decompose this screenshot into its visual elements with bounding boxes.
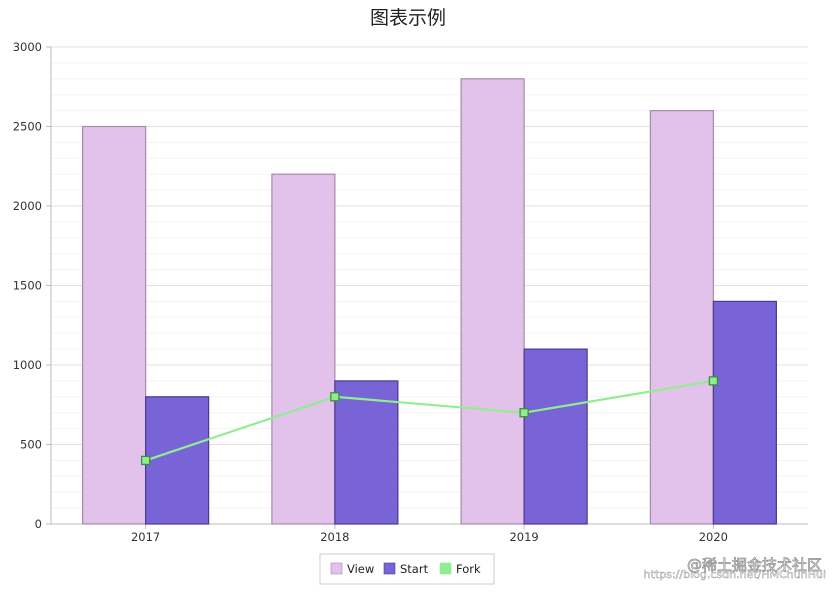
y-tick-label: 3000	[13, 40, 42, 54]
bars	[82, 78, 777, 525]
point-fork	[140, 455, 151, 466]
bar-start	[334, 380, 399, 525]
legend-box	[319, 553, 495, 585]
x-axis: 2017 2018 2019 2020	[51, 523, 808, 544]
y-tick-label: 2000	[13, 199, 42, 213]
legend-label-view: View	[347, 562, 374, 576]
y-tick-label: 0	[35, 517, 42, 531]
y-axis: 0 500 1000 1500 2000 2500 3000	[13, 40, 52, 531]
point-fork	[519, 408, 529, 418]
x-tick-label: 2020	[699, 530, 728, 544]
legend-swatch-start	[383, 562, 396, 575]
y-tick-label: 1000	[13, 358, 42, 372]
y-tick-label: 2500	[13, 120, 42, 134]
bar-start	[712, 300, 777, 525]
legend: View Start Fork	[319, 553, 495, 585]
x-tick-label: 2019	[509, 530, 538, 544]
x-tick-label: 2018	[320, 530, 349, 544]
bar-view	[460, 78, 525, 525]
x-tick-label: 2017	[131, 530, 160, 544]
bar-view	[271, 173, 336, 525]
bar-view	[649, 109, 714, 525]
legend-swatch-view	[330, 562, 343, 575]
chart-title: 图表示例	[370, 7, 446, 29]
watermark-text: @稀土掘金技术社区	[687, 556, 822, 574]
y-tick-label: 500	[20, 438, 42, 452]
bar-start	[523, 348, 588, 525]
watermark: https://blog.csdn.net/HMChunHui @稀土掘金技术社…	[643, 556, 826, 582]
bar-start	[145, 396, 210, 525]
point-fork	[708, 376, 719, 386]
bar-view	[82, 125, 147, 525]
y-tick-label: 1500	[13, 279, 42, 293]
legend-swatch-fork	[439, 562, 452, 575]
watermark-blog: https://blog.csdn.net/HMChunHui	[644, 568, 826, 581]
legend-label-start: Start	[400, 562, 429, 576]
legend-label-fork: Fork	[456, 562, 481, 576]
series-line-fork	[145, 379, 714, 462]
fork-line	[140, 376, 719, 466]
point-fork	[330, 392, 340, 402]
